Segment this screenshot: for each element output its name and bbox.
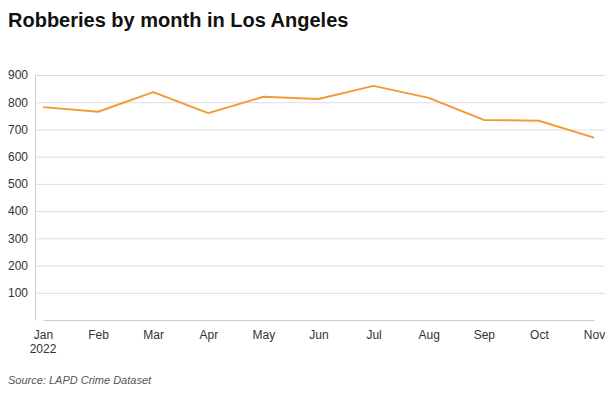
x-axis-line [44, 320, 595, 321]
grid-line [35, 157, 605, 158]
y-tick-label: 800 [8, 96, 28, 110]
plot-area [43, 86, 594, 138]
x-tick: Mar [143, 320, 164, 342]
x-tick-label: Jun [309, 328, 328, 342]
y-tick-label: 100 [8, 286, 28, 300]
x-tick-label: Oct [530, 328, 549, 342]
y-tick-label: 700 [8, 123, 28, 137]
y-tick: 900 [8, 68, 605, 82]
annotation: 2022 [30, 342, 57, 356]
x-tick: Apr [199, 320, 218, 342]
grid-line [35, 75, 605, 76]
y-tick: 600 [8, 150, 605, 164]
y-tick: 400 [8, 204, 605, 218]
source: Source: LAPD Crime Dataset [8, 374, 152, 386]
x-tick: May [253, 320, 276, 342]
grid-line [35, 266, 605, 267]
grid-line [35, 184, 605, 185]
x-tick-label: Nov [584, 328, 605, 342]
y-axis: 100 200 300 400 500 600 700 800 900 [8, 68, 605, 320]
grid-line [35, 211, 605, 212]
y-tick-label: 900 [8, 68, 28, 82]
y-tick-label: 500 [8, 177, 28, 191]
x-tick: Nov [584, 320, 605, 342]
x-tick-label: Mar [143, 328, 164, 342]
x-tick-label: May [253, 328, 276, 342]
x-tick: Feb [88, 320, 109, 342]
grid-line [35, 129, 605, 130]
x-tick-label: Aug [419, 328, 440, 342]
line [43, 86, 594, 138]
grid-line [35, 293, 605, 294]
x-tick-label: Jul [366, 328, 381, 342]
x-tick: Aug [419, 320, 440, 342]
title: Robberies by month in Los Angeles [8, 9, 348, 31]
x-axis: Jan Feb Mar Apr May Jun Jul Aug Sep Oct Nov [34, 320, 605, 342]
y-tick-label: 400 [8, 204, 28, 218]
x-tick: Sep [474, 320, 496, 342]
y-tick: 300 [8, 232, 605, 246]
x-tick-label: Feb [88, 328, 109, 342]
x-tick: Jun [309, 320, 328, 342]
x-tick: Jul [366, 320, 381, 342]
y-tick: 100 [8, 286, 605, 300]
x-tick: Jan [34, 320, 53, 342]
x-tick-label: Jan [34, 328, 53, 342]
y-tick: 500 [8, 177, 605, 191]
y-tick: 700 [8, 123, 605, 137]
y-tick-label: 600 [8, 150, 28, 164]
chart: Robberies by month in Los Angeles 100 200 3… [0, 0, 614, 394]
y-tick-label: 200 [8, 259, 28, 273]
y-tick: 200 [8, 259, 605, 273]
y-axis-line [35, 76, 36, 321]
x-tick: Oct [530, 320, 549, 342]
grid-line [35, 238, 605, 239]
y-tick-label: 300 [8, 232, 28, 246]
x-tick-label: Sep [474, 328, 496, 342]
x-tick-label: Apr [199, 328, 218, 342]
